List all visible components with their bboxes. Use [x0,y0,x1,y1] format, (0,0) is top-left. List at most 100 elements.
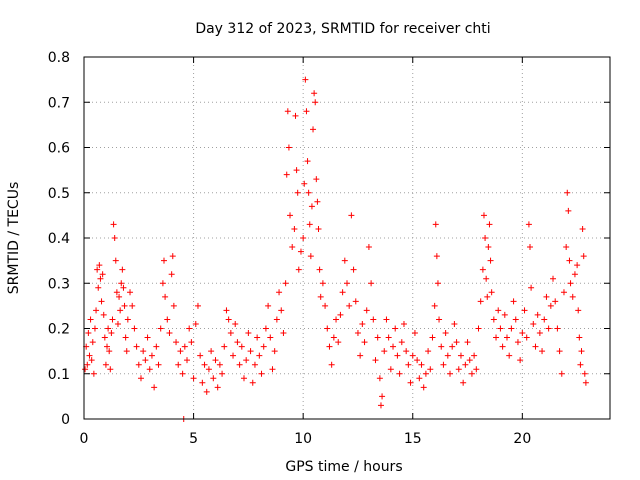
y-axis-label: SRMTID / TECUs [6,182,22,295]
data-point [271,348,278,355]
data-point [578,348,585,355]
data-point [499,343,506,350]
data-point [556,348,563,355]
data-point [374,334,381,341]
data-point [251,361,258,368]
data-point [409,352,416,359]
x-tick-labels: 0 5 10 15 20 [80,431,532,447]
data-point [87,316,94,323]
data-point [94,266,101,273]
data-point [313,176,320,183]
data-point [106,348,113,355]
data-point [354,330,361,337]
data-point [116,293,123,300]
data-point [359,320,366,327]
data-point [543,293,550,300]
data-point [216,361,223,368]
data-point [344,280,350,287]
data-point [581,370,588,377]
data-point [303,108,310,115]
data-point [84,361,91,368]
data-point [317,293,324,300]
data-point [294,189,301,196]
data-point [240,375,247,382]
data-point [390,343,397,350]
data-point [247,348,254,355]
data-point [487,257,494,264]
data-point [219,370,226,377]
data-point [123,348,130,355]
data-point [311,90,318,97]
data-point [407,379,414,386]
y-tick-label: 0.1 [48,367,70,383]
data-point [223,307,230,314]
data-point [436,316,443,323]
data-point [285,144,292,151]
data-point [434,280,441,287]
data-point [330,334,337,341]
data-point [567,280,574,287]
data-point [365,244,372,251]
data-point [547,302,554,309]
data-point [227,330,234,337]
data-point [569,293,576,300]
data-point [337,311,344,318]
data-point [381,348,388,355]
data-point [260,343,267,350]
y-tick-label: 0.4 [48,231,70,247]
data-point [440,361,447,368]
data-point [324,325,331,332]
data-point [304,158,311,165]
data-point [276,289,283,296]
data-point [232,320,239,327]
data-point [339,289,346,296]
data-point [283,171,290,178]
data-point [565,207,572,214]
data-point [236,361,243,368]
data-point [398,339,405,346]
data-point [571,271,578,278]
data-point [168,271,175,278]
data-point [473,366,480,373]
data-point [142,357,149,364]
data-point [453,339,460,346]
data-point [105,325,112,332]
data-point [82,366,89,373]
data-point [468,370,475,377]
data-point [420,384,427,391]
data-point [112,257,119,264]
data-point [307,253,314,260]
data-point [312,99,319,106]
data-point [532,343,539,350]
data-point [521,307,528,314]
data-point [322,302,329,309]
data-point [86,352,93,359]
data-point [186,325,193,332]
chart-title: Day 312 of 2023, SRMTID for receiver cht… [195,21,490,37]
data-point [95,284,102,291]
data-point [89,339,96,346]
data-point [137,375,144,382]
data-point [197,352,204,359]
data-point [501,311,508,318]
data-point [188,339,195,346]
data-point [175,361,182,368]
data-point [403,348,410,355]
data-point [210,375,217,382]
data-point [205,366,212,373]
data-point [525,221,532,228]
data-point [164,316,171,323]
data-point [541,316,548,323]
x-tick-label: 5 [189,431,198,447]
data-point [203,388,210,395]
data-point [146,366,153,373]
data-point [300,235,307,241]
data-point [269,366,276,373]
data-point [265,302,272,309]
data-point [444,352,451,359]
data-point [155,361,162,368]
y-tick-label: 0.7 [48,95,70,111]
data-point [575,307,582,314]
data-point [119,266,126,273]
data-point [475,325,482,332]
